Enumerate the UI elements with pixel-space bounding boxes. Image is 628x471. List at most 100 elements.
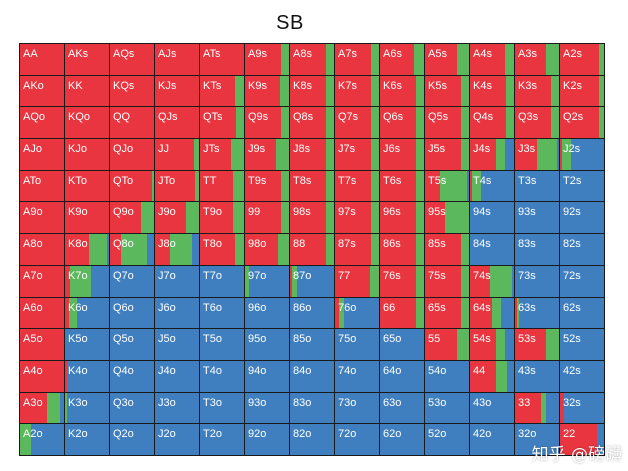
hand-cell[interactable]: ATo: [20, 170, 64, 202]
hand-cell[interactable]: J8o: [155, 234, 199, 265]
hand-cell[interactable]: K2s: [560, 75, 604, 107]
hand-cell[interactable]: A7s: [335, 44, 379, 75]
hand-cell[interactable]: TT: [200, 170, 244, 202]
hand-cell[interactable]: T5s: [425, 170, 469, 202]
hand-cell[interactable]: J2s: [560, 139, 604, 170]
hand-cell[interactable]: Q8s: [290, 107, 334, 139]
hand-cell[interactable]: T5o: [200, 329, 244, 360]
hand-cell[interactable]: 32o: [515, 424, 559, 455]
hand-cell[interactable]: J7o: [155, 265, 199, 297]
hand-cell[interactable]: Q7s: [335, 107, 379, 139]
hand-cell[interactable]: A4o: [20, 360, 64, 392]
hand-cell[interactable]: K8o: [65, 234, 109, 265]
hand-cell[interactable]: T2s: [560, 170, 604, 202]
hand-cell[interactable]: Q9o: [110, 202, 154, 234]
hand-cell[interactable]: J9s: [245, 139, 289, 170]
hand-cell[interactable]: 63o: [380, 392, 424, 424]
hand-cell[interactable]: Q3s: [515, 107, 559, 139]
hand-cell[interactable]: 66: [380, 297, 424, 329]
hand-cell[interactable]: A5o: [20, 329, 64, 360]
hand-cell[interactable]: 93s: [515, 202, 559, 234]
hand-cell[interactable]: 84s: [470, 234, 514, 265]
hand-cell[interactable]: K9o: [65, 202, 109, 234]
hand-cell[interactable]: 33: [515, 392, 559, 424]
hand-cell[interactable]: A8s: [290, 44, 334, 75]
hand-cell[interactable]: 87s: [335, 234, 379, 265]
hand-cell[interactable]: 99: [245, 202, 289, 234]
hand-cell[interactable]: 62o: [380, 424, 424, 455]
hand-cell[interactable]: 53o: [425, 392, 469, 424]
hand-cell[interactable]: A6o: [20, 297, 64, 329]
hand-cell[interactable]: KTo: [65, 170, 109, 202]
hand-cell[interactable]: K8s: [290, 75, 334, 107]
hand-cell[interactable]: A6s: [380, 44, 424, 75]
hand-cell[interactable]: 83s: [515, 234, 559, 265]
hand-cell[interactable]: A9o: [20, 202, 64, 234]
hand-cell[interactable]: Q4s: [470, 107, 514, 139]
hand-cell[interactable]: J3o: [155, 392, 199, 424]
hand-cell[interactable]: AJo: [20, 139, 64, 170]
hand-cell[interactable]: 85o: [290, 329, 334, 360]
hand-cell[interactable]: JJ: [155, 139, 199, 170]
hand-cell[interactable]: 64o: [380, 360, 424, 392]
hand-cell[interactable]: 95s: [425, 202, 469, 234]
hand-cell[interactable]: 72o: [335, 424, 379, 455]
hand-cell[interactable]: 42s: [560, 360, 604, 392]
hand-cell[interactable]: A4s: [470, 44, 514, 75]
hand-cell[interactable]: AKs: [65, 44, 109, 75]
hand-cell[interactable]: T4s: [470, 170, 514, 202]
hand-cell[interactable]: J3s: [515, 139, 559, 170]
hand-cell[interactable]: 97o: [245, 265, 289, 297]
hand-cell[interactable]: 32s: [560, 392, 604, 424]
hand-cell[interactable]: T8o: [200, 234, 244, 265]
hand-cell[interactable]: K5o: [65, 329, 109, 360]
hand-cell[interactable]: KTs: [200, 75, 244, 107]
hand-cell[interactable]: 64s: [470, 297, 514, 329]
hand-cell[interactable]: J5o: [155, 329, 199, 360]
hand-cell[interactable]: 92o: [245, 424, 289, 455]
hand-cell[interactable]: 75o: [335, 329, 379, 360]
hand-cell[interactable]: 82s: [560, 234, 604, 265]
hand-cell[interactable]: Q8o: [110, 234, 154, 265]
hand-cell[interactable]: 62s: [560, 297, 604, 329]
hand-cell[interactable]: 96o: [245, 297, 289, 329]
hand-cell[interactable]: J6o: [155, 297, 199, 329]
hand-cell[interactable]: A3o: [20, 392, 64, 424]
hand-cell[interactable]: 97s: [335, 202, 379, 234]
hand-cell[interactable]: Q4o: [110, 360, 154, 392]
hand-cell[interactable]: Q5o: [110, 329, 154, 360]
hand-cell[interactable]: AQo: [20, 107, 64, 139]
hand-cell[interactable]: 54o: [425, 360, 469, 392]
hand-cell[interactable]: 65o: [380, 329, 424, 360]
hand-cell[interactable]: 42o: [470, 424, 514, 455]
hand-cell[interactable]: AA: [20, 44, 64, 75]
hand-cell[interactable]: J7s: [335, 139, 379, 170]
hand-cell[interactable]: J2o: [155, 424, 199, 455]
hand-cell[interactable]: 77: [335, 265, 379, 297]
hand-cell[interactable]: J4o: [155, 360, 199, 392]
hand-cell[interactable]: K9s: [245, 75, 289, 107]
hand-cell[interactable]: AJs: [155, 44, 199, 75]
hand-cell[interactable]: A3s: [515, 44, 559, 75]
hand-cell[interactable]: KK: [65, 75, 109, 107]
hand-cell[interactable]: KQo: [65, 107, 109, 139]
hand-cell[interactable]: Q7o: [110, 265, 154, 297]
hand-cell[interactable]: T7o: [200, 265, 244, 297]
hand-cell[interactable]: A8o: [20, 234, 64, 265]
hand-cell[interactable]: J6s: [380, 139, 424, 170]
hand-cell[interactable]: 84o: [290, 360, 334, 392]
hand-cell[interactable]: 95o: [245, 329, 289, 360]
hand-cell[interactable]: QJs: [155, 107, 199, 139]
hand-cell[interactable]: T8s: [290, 170, 334, 202]
hand-cell[interactable]: QTs: [200, 107, 244, 139]
hand-cell[interactable]: 65s: [425, 297, 469, 329]
hand-cell[interactable]: QQ: [110, 107, 154, 139]
hand-cell[interactable]: Q2s: [560, 107, 604, 139]
hand-cell[interactable]: 43s: [515, 360, 559, 392]
hand-cell[interactable]: 86s: [380, 234, 424, 265]
hand-cell[interactable]: 76s: [380, 265, 424, 297]
hand-cell[interactable]: 85s: [425, 234, 469, 265]
hand-cell[interactable]: K6s: [380, 75, 424, 107]
hand-cell[interactable]: KQs: [110, 75, 154, 107]
hand-cell[interactable]: 75s: [425, 265, 469, 297]
